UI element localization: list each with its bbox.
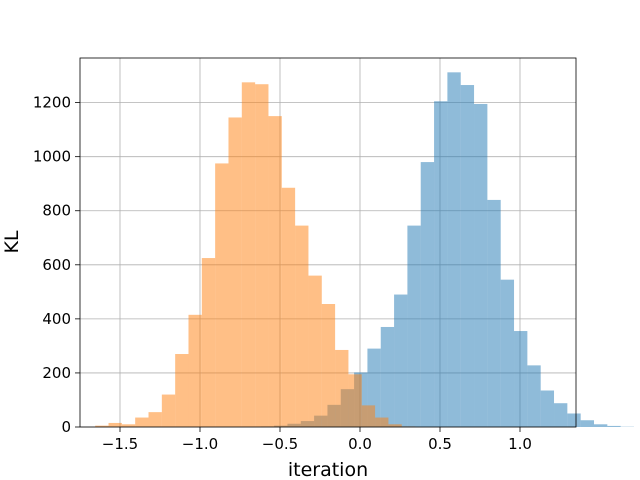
histogram-bar [540,390,555,427]
histogram-bar [474,103,488,427]
histogram-bar [255,84,269,427]
histogram-bar [554,403,568,427]
histogram-bar [407,225,421,427]
histogram-bar [375,417,389,427]
histogram-bar [607,425,621,427]
x-tick-label: −1.5 [102,435,138,453]
plot-frame [79,57,577,428]
histogram-bar [281,187,296,427]
y-axis-label: KL [1,230,23,253]
histogram-bar [215,163,229,427]
histogram-bar [434,101,448,427]
histogram-bar [527,365,541,427]
x-tick-label: −1.0 [182,435,218,453]
series-0 [260,72,634,428]
histogram-bar [135,417,149,427]
histogram-bar [361,405,376,427]
histogram-bar [161,394,176,427]
x-tick-label: 0.0 [348,435,372,453]
y-tick-label: 400 [42,310,71,328]
x-tick-label: −0.5 [262,435,298,453]
x-tick-label: 1.0 [508,435,532,453]
histogram-bar [188,314,202,427]
histogram-bar [121,424,136,427]
y-tick-label: 1000 [33,148,71,166]
series-1 [95,82,416,427]
histogram-bars [95,72,634,428]
histogram-bar [487,199,501,427]
histogram-bar [580,420,594,427]
x-axis-ticks: −1.5 −1.0 −0.5 0.0 0.5 1.0 [102,427,532,453]
y-tick-label: 800 [42,202,71,220]
y-tick-label: 0 [61,418,71,436]
histogram-bar [567,413,581,427]
x-axis-label: iteration [288,459,368,480]
histogram-bar [268,116,282,427]
y-tick-label: 1200 [33,94,71,112]
histogram-bar [95,425,109,427]
histogram-bar [201,258,216,427]
x-tick-label: 0.5 [428,435,452,453]
histogram-bar [321,304,336,427]
histogram-bar [447,72,461,428]
histogram-bar [514,331,528,427]
histogram-bar [295,225,309,427]
histogram-bar [241,82,256,427]
histogram-bar [500,279,515,427]
y-axis-ticks: 0 200 400 600 800 1000 1200 [33,94,80,436]
histogram-bar [175,354,189,427]
histogram-bar [228,117,242,427]
histogram-bar [420,162,435,428]
histogram-bar [380,326,395,427]
histogram-bar [594,424,608,427]
histogram-bar [394,294,408,427]
histogram-bar [308,275,322,427]
y-tick-label: 600 [42,256,71,274]
histogram-bar [388,424,402,427]
histogram-bar [460,85,475,428]
histogram-bar [108,422,122,427]
y-tick-label: 200 [42,364,71,382]
histogram-bar [348,374,362,427]
histogram-bar [148,412,162,427]
histogram-bar [335,349,349,427]
